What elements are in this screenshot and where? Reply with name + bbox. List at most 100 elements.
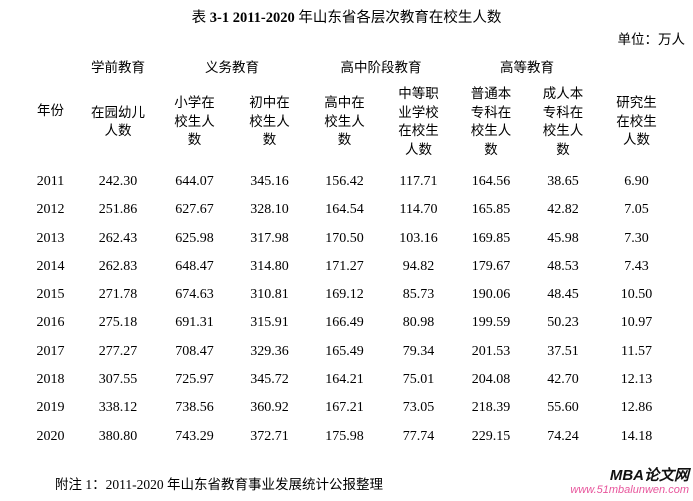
- cell-senior: 156.42: [325, 174, 364, 189]
- cell-junior: 310.81: [250, 287, 289, 303]
- cell-year: 2020: [36, 428, 65, 444]
- cell-preschool: 242.30: [98, 174, 138, 189]
- table-container: 年份 学前教育 义务教育 高中阶段教育 高等教育 在园幼儿 人数 小学在: [22, 57, 674, 451]
- table-head: 年份 学前教育 义务教育 高中阶段教育 高等教育 在园幼儿 人数 小学在: [22, 57, 674, 165]
- cell-postgrad: 6.90: [624, 174, 649, 189]
- cell-adult: 48.53: [547, 258, 579, 274]
- header-year: 年份: [37, 102, 64, 118]
- watermark: MBA论文网 www.51mbalunwen.com: [570, 468, 689, 496]
- cell-vocational: 103.16: [399, 230, 438, 246]
- cell-primary: 627.67: [175, 202, 214, 218]
- cell-vocational: 117.71: [399, 174, 438, 189]
- cell-primary: 691.31: [175, 315, 214, 331]
- cell-senior: 175.98: [325, 428, 364, 444]
- table-footnote: 附注 1：2011-2020 年山东省教育事业发展统计公报整理: [55, 477, 383, 492]
- title-number: 3-1 2011-2020: [209, 10, 295, 26]
- cell-adult: 42.70: [547, 372, 579, 388]
- cell-undergrad: 190.06: [471, 287, 511, 303]
- col-header-preschool: 在园幼儿 人数: [91, 104, 145, 139]
- cell-year: 2014: [36, 258, 65, 274]
- group-header-row: 年份 学前教育 义务教育 高中阶段教育 高等教育: [22, 57, 674, 118]
- cell-junior: 329.36: [250, 343, 289, 359]
- cell-preschool: 271.78: [98, 287, 138, 303]
- cell-senior: 169.12: [325, 287, 364, 303]
- cell-primary: 625.98: [175, 230, 214, 246]
- cell-undergrad: 229.15: [471, 428, 511, 444]
- table-row: 2016 275.18 691.31 315.91 166.49 80.98 199.59 5…: [22, 309, 674, 337]
- cell-adult: 50.23: [547, 315, 579, 331]
- cell-vocational: 80.98: [402, 315, 435, 331]
- watermark-brand: MBA论文网: [609, 467, 689, 484]
- cell-adult: 74.24: [547, 428, 579, 444]
- col-header-undergrad: 普通本 专科在 校生人 数: [470, 86, 512, 157]
- table-row: 2014 262.83 648.47 314.80 171.27 94.82 179.67 4…: [22, 253, 674, 281]
- col-header-senior: 高中在 校生人 数: [324, 95, 365, 148]
- cell-year: 2016: [36, 315, 65, 331]
- cell-vocational: 79.34: [402, 343, 435, 359]
- cell-senior: 166.49: [325, 315, 364, 331]
- col-header-vocational: 中等职 业学校 在校生 人数: [398, 86, 439, 157]
- cell-year: 2012: [36, 202, 65, 218]
- table-row: 2012 251.86 627.67 328.10 164.54 114.70 165.85…: [22, 196, 674, 224]
- cell-undergrad: 179.67: [471, 258, 511, 274]
- unit-label: 单位：万人: [617, 32, 686, 47]
- cell-undergrad: 165.85: [471, 202, 511, 218]
- title-prefix: 表: [191, 10, 210, 26]
- cell-junior: 345.72: [250, 372, 289, 388]
- group-header-compulsory: 义务教育: [205, 60, 259, 75]
- cell-adult: 55.60: [547, 400, 579, 416]
- cell-year: 2013: [36, 230, 65, 246]
- cell-senior: 164.21: [325, 372, 364, 388]
- col-header-postgrad: 研究生 在校生 人数: [616, 95, 657, 148]
- cell-postgrad: 14.18: [620, 428, 653, 444]
- cell-year: 2019: [36, 400, 65, 416]
- cell-senior: 170.50: [325, 230, 364, 246]
- cell-junior: 317.98: [250, 230, 289, 246]
- cell-preschool: 380.80: [98, 428, 138, 444]
- cell-preschool: 338.12: [98, 400, 138, 416]
- table-row: 2013 262.43 625.98 317.98 170.50 103.16 169.85…: [22, 225, 674, 253]
- cell-preschool: 275.18: [98, 315, 138, 331]
- cell-junior: 345.16: [250, 174, 289, 189]
- table-row: 2015 271.78 674.63 310.81 169.12 85.73 190.06 4…: [22, 281, 674, 309]
- cell-postgrad: 7.05: [624, 202, 649, 218]
- cell-undergrad: 164.56: [471, 174, 511, 189]
- cell-senior: 171.27: [325, 258, 364, 274]
- cell-year: 2011: [36, 174, 65, 189]
- cell-postgrad: 7.43: [624, 258, 649, 274]
- table-row: 2019 338.12 738.56 360.92 167.21 73.05 218.39 5…: [22, 394, 674, 422]
- cell-adult: 37.51: [547, 343, 579, 359]
- cell-vocational: 94.82: [402, 258, 435, 274]
- cell-postgrad: 10.50: [620, 287, 653, 303]
- cell-undergrad: 204.08: [471, 372, 511, 388]
- cell-junior: 315.91: [250, 315, 289, 331]
- col-header-junior: 初中在 校生人 数: [249, 95, 290, 148]
- cell-junior: 328.10: [250, 202, 289, 218]
- cell-postgrad: 10.97: [620, 315, 653, 331]
- cell-postgrad: 7.30: [624, 230, 649, 246]
- table-row: 2017 277.27 708.47 329.36 165.49 79.34 201.53 3…: [22, 338, 674, 366]
- title-suffix: 年山东省各层次教育在校生人数: [294, 10, 502, 26]
- cell-year: 2015: [36, 287, 65, 303]
- cell-senior: 167.21: [325, 400, 364, 416]
- education-enrollment-table: 年份 学前教育 义务教育 高中阶段教育 高等教育 在园幼儿 人数 小学在: [22, 57, 674, 451]
- cell-undergrad: 199.59: [471, 315, 511, 331]
- cell-preschool: 262.43: [98, 230, 138, 246]
- cell-senior: 164.54: [325, 202, 364, 218]
- cell-primary: 708.47: [175, 343, 214, 359]
- cell-adult: 45.98: [547, 230, 579, 246]
- cell-primary: 674.63: [175, 287, 214, 303]
- cell-preschool: 251.86: [98, 202, 138, 218]
- cell-vocational: 77.74: [402, 428, 435, 444]
- group-header-preschool: 学前教育: [91, 60, 145, 75]
- cell-vocational: 75.01: [402, 372, 435, 388]
- table-row: 2020 380.80 743.29 372.71 175.98 77.74 229.15 7…: [22, 423, 674, 451]
- cell-undergrad: 169.85: [471, 230, 511, 246]
- watermark-url: www.51mbalunwen.com: [570, 483, 689, 496]
- cell-primary: 738.56: [175, 400, 214, 416]
- cell-junior: 314.80: [250, 258, 289, 274]
- cell-primary: 743.29: [175, 428, 214, 444]
- page-title: 表 3-1 2011-2020 年山东省各层次教育在校生人数: [0, 8, 693, 28]
- cell-postgrad: 12.86: [620, 400, 653, 416]
